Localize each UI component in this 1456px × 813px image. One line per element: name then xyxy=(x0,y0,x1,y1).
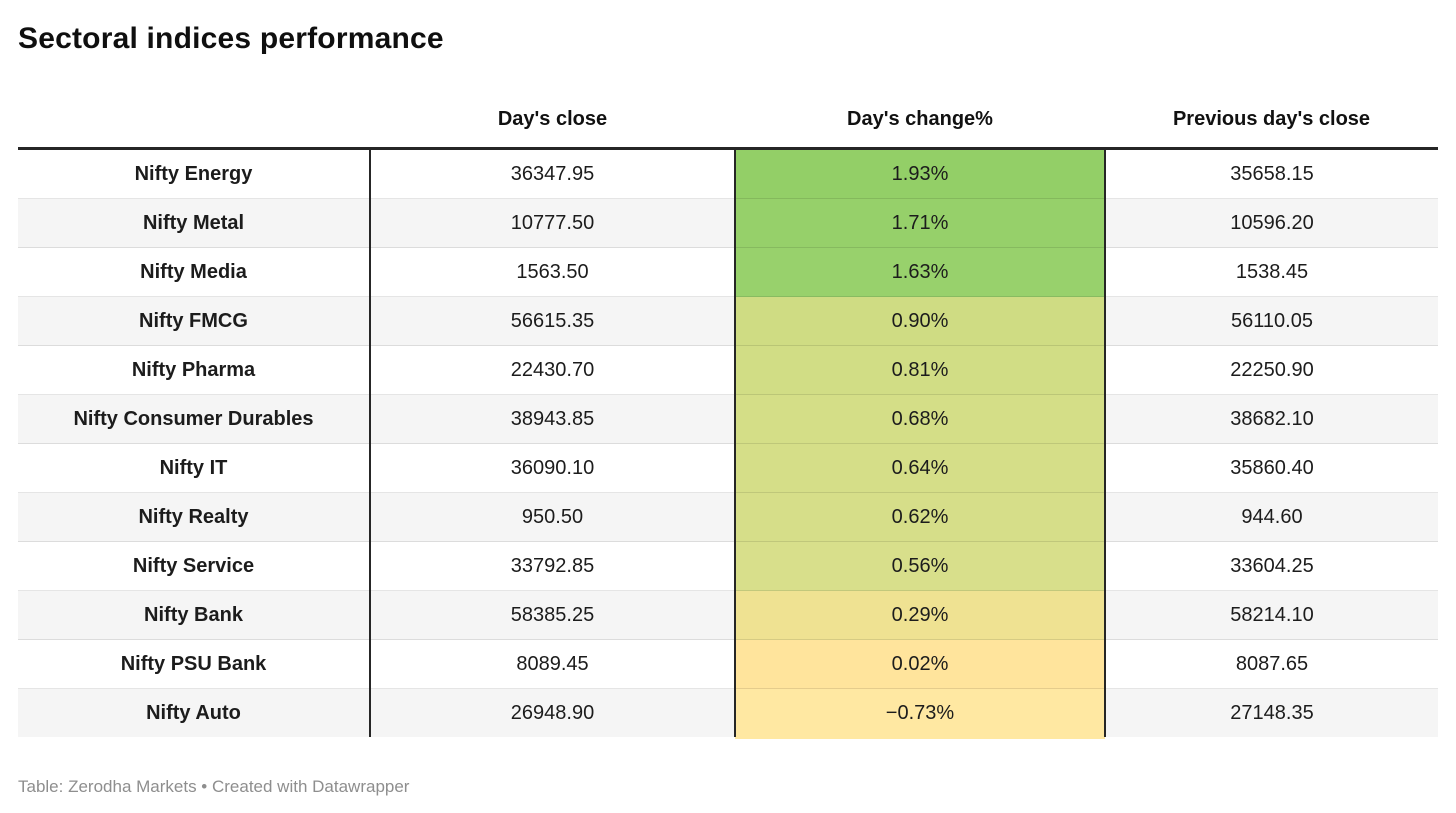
table-row: Nifty Consumer Durables 38943.85 0.68% 3868… xyxy=(18,394,1438,444)
row-label: Nifty Metal xyxy=(18,198,371,248)
days-close-cell: 58385.25 xyxy=(370,590,735,640)
sector-performance-table: Day's close Day's change% Previous day's… xyxy=(18,108,1438,737)
table-row: Nifty FMCG 56615.35 0.90% 56110.05 xyxy=(18,296,1438,346)
days-close-cell: 8089.45 xyxy=(370,639,735,689)
change-cell: 0.81% xyxy=(734,345,1106,395)
table-row: Nifty IT 36090.10 0.64% 35860.40 xyxy=(18,443,1438,493)
table-row: Nifty Service 33792.85 0.56% 33604.25 xyxy=(18,541,1438,591)
footer-credit: Table: Zerodha Markets • Created with Da… xyxy=(18,777,410,796)
prev-close-cell: 944.60 xyxy=(1105,492,1438,542)
change-cell: 0.90% xyxy=(734,296,1106,346)
col-header-prev-close: Previous day's close xyxy=(1105,108,1438,150)
prev-close-cell: 1538.45 xyxy=(1105,247,1438,297)
change-cell: 0.29% xyxy=(734,590,1106,640)
days-close-cell: 10777.50 xyxy=(370,198,735,248)
row-label: Nifty IT xyxy=(18,443,371,493)
days-close-cell: 26948.90 xyxy=(370,688,735,737)
row-label: Nifty Auto xyxy=(18,688,371,737)
days-close-cell: 22430.70 xyxy=(370,345,735,395)
days-close-cell: 36347.95 xyxy=(510,162,595,185)
prev-close-cell: 27148.35 xyxy=(1105,688,1438,737)
prev-close-cell: 58214.10 xyxy=(1105,590,1438,640)
prev-close-cell: 8087.65 xyxy=(1105,639,1438,689)
table-row: Nifty Energy 36347.95 1.93% 35658.15 xyxy=(18,148,1438,199)
prev-close-cell: 35658.15 xyxy=(1230,162,1314,185)
change-cell: 0.62% xyxy=(734,492,1106,542)
days-close-cell: 33792.85 xyxy=(370,541,735,591)
days-close-cell: 950.50 xyxy=(370,492,735,542)
prev-close-cell: 22250.90 xyxy=(1105,345,1438,395)
row-label: Nifty Realty xyxy=(18,492,371,542)
row-label: Nifty Media xyxy=(18,247,371,297)
row-label: Nifty PSU Bank xyxy=(18,639,371,689)
days-close-cell: 38943.85 xyxy=(370,394,735,444)
row-label: Nifty Service xyxy=(18,541,371,591)
table-row: Nifty Realty 950.50 0.62% 944.60 xyxy=(18,492,1438,542)
change-cell: 0.64% xyxy=(734,443,1106,493)
table-row: Nifty Metal 10777.50 1.71% 10596.20 xyxy=(18,198,1438,248)
row-label: Nifty Bank xyxy=(18,590,371,640)
change-cell: 1.71% xyxy=(734,198,1106,248)
table-body: Nifty Energy 36347.95 1.93% 35658.15 Nifty M… xyxy=(18,148,1438,737)
table-row: Nifty Media 1563.50 1.63% 1538.45 xyxy=(18,247,1438,297)
col-header-days-change: Day's change% xyxy=(735,108,1105,150)
prev-close-cell: 33604.25 xyxy=(1105,541,1438,591)
col-header-days-close: Day's close xyxy=(370,108,735,150)
days-close-cell: 1563.50 xyxy=(370,247,735,297)
prev-close-cell: 35860.40 xyxy=(1105,443,1438,493)
prev-close-cell: 10596.20 xyxy=(1105,198,1438,248)
table-row: Nifty Pharma 22430.70 0.81% 22250.90 xyxy=(18,345,1438,395)
page-title: Sectoral indices performance xyxy=(18,22,444,55)
table-row: Nifty Bank 58385.25 0.29% 58214.10 xyxy=(18,590,1438,640)
row-label: Nifty FMCG xyxy=(18,296,371,346)
row-label: Nifty Consumer Durables xyxy=(18,394,371,444)
change-cell: 0.02% xyxy=(734,639,1106,689)
prev-close-cell: 56110.05 xyxy=(1105,296,1438,346)
change-cell: 1.63% xyxy=(734,247,1106,297)
change-cell: −0.73% xyxy=(734,688,1106,737)
table-row: Nifty Auto 26948.90 −0.73% 27148.35 xyxy=(18,688,1438,737)
row-label: Nifty Energy xyxy=(18,148,371,199)
row-label: Nifty Pharma xyxy=(18,345,371,395)
table-header: Day's close Day's change% Previous day's… xyxy=(18,108,1438,150)
days-close-cell: 56615.35 xyxy=(370,296,735,346)
prev-close-cell: 38682.10 xyxy=(1105,394,1438,444)
change-cell: 0.56% xyxy=(734,541,1106,591)
table-row: Nifty PSU Bank 8089.45 0.02% 8087.65 xyxy=(18,639,1438,689)
col-header-blank xyxy=(18,108,370,150)
header-row: Day's close Day's change% Previous day's… xyxy=(18,108,1438,150)
change-cell: 1.93% xyxy=(734,148,1106,199)
days-close-cell: 36090.10 xyxy=(370,443,735,493)
change-cell: 0.68% xyxy=(734,394,1106,444)
